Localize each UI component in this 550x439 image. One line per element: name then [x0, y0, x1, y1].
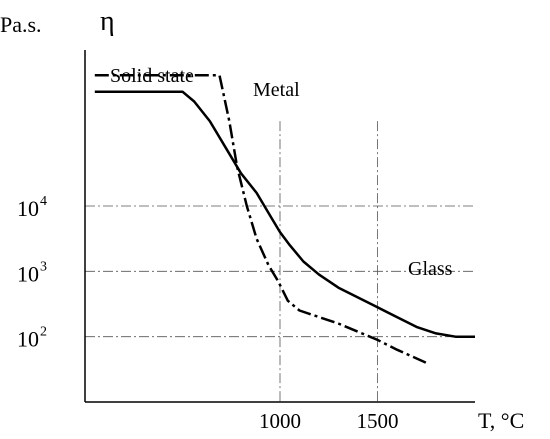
- series-label-glass: Glass: [408, 258, 453, 280]
- y-axis-unit-label: Pa.s.: [0, 12, 42, 37]
- y-tick-label: 10: [17, 196, 39, 221]
- y-tick-exponent: 4: [40, 194, 47, 209]
- x-axis-label: T, °C: [478, 408, 524, 433]
- y-tick-label: 10: [17, 261, 39, 286]
- grid: [85, 121, 475, 402]
- series-label-metal: Metal: [253, 79, 300, 101]
- y-tick-exponent: 2: [40, 325, 47, 340]
- y-tick-exponent: 3: [40, 259, 47, 274]
- x-tick-label: 1500: [357, 409, 399, 433]
- y-axis-symbol-label: η: [100, 6, 115, 37]
- series-line-glass: [94, 90, 475, 338]
- axes: [84, 50, 475, 403]
- series-line-metal: [94, 74, 427, 364]
- y-tick-label: 10: [17, 327, 39, 352]
- annotation-solid-state: Solid state: [110, 65, 194, 87]
- series: [94, 74, 475, 364]
- x-tick-label: 1000: [259, 409, 301, 433]
